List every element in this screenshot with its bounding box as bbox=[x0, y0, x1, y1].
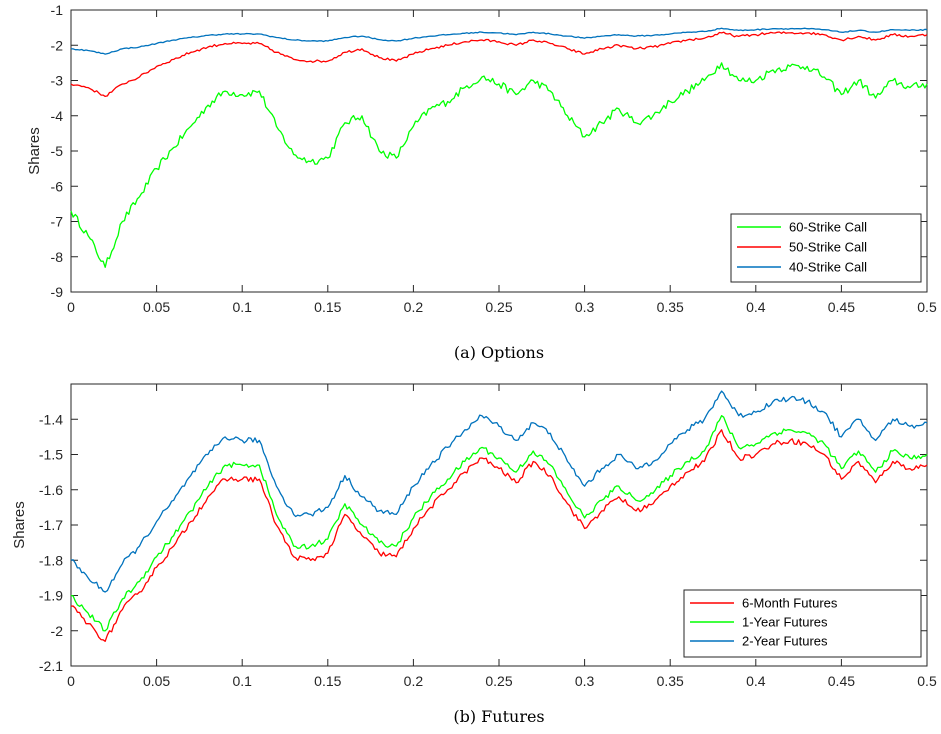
futures-x-tick-label: 0.1 bbox=[232, 673, 252, 689]
futures-x-tick-label: 0.25 bbox=[485, 673, 512, 689]
options-legend: 60-Strike Call 50-Strike Call 40-Strike Ca… bbox=[730, 213, 922, 283]
futures-x-tick-label: 0.2 bbox=[404, 673, 424, 689]
futures-x-tick-label: 0.4 bbox=[746, 673, 766, 689]
futures-series-lines bbox=[70, 390, 928, 642]
options-series-line-1 bbox=[70, 31, 928, 98]
options-y-tick-label: -1 bbox=[51, 2, 64, 18]
options-y-tick-label: -2 bbox=[51, 37, 64, 53]
options-y-tick-label: -8 bbox=[51, 249, 64, 265]
options-y-axis-label: Shares bbox=[26, 127, 43, 175]
options-ticks: 0 0.05 0.1 0.15 0.2 0.25 0.3 0.35 0.4 0.45 0.5 -1 -2… bbox=[51, 2, 937, 315]
futures-x-tick-label: 0.45 bbox=[828, 673, 855, 689]
futures-panel: 0 0.05 0.1 0.15 0.2 0.25 0.3 0.35 0.4 0.45 0.5 -1.4… bbox=[11, 383, 937, 726]
futures-y-tick-label: -2.1 bbox=[39, 658, 63, 674]
options-series-line-0 bbox=[70, 62, 928, 268]
options-legend-label-0: 60-Strike Call bbox=[789, 220, 867, 235]
options-caption: (a) Options bbox=[454, 343, 544, 362]
futures-x-tick-label: 0.3 bbox=[575, 673, 595, 689]
futures-legend-label-1: 1-Year Futures bbox=[742, 615, 828, 630]
options-x-tick-label: 0.2 bbox=[404, 299, 424, 315]
futures-legend-box bbox=[683, 589, 922, 658]
futures-series-line-0 bbox=[70, 429, 928, 642]
futures-y-tick-label: -1.8 bbox=[39, 552, 63, 568]
options-series-lines bbox=[70, 27, 928, 268]
options-y-tick-label: -3 bbox=[51, 73, 64, 89]
options-x-tick-label: 0.3 bbox=[575, 299, 595, 315]
futures-y-axis-label: Shares bbox=[11, 501, 28, 549]
futures-y-tick-label: -1.6 bbox=[39, 482, 63, 498]
futures-y-tick-label: -1.5 bbox=[39, 447, 63, 463]
options-x-tick-label: 0 bbox=[67, 299, 75, 315]
futures-series-line-2 bbox=[70, 390, 928, 593]
options-panel: 0 0.05 0.1 0.15 0.2 0.25 0.3 0.35 0.4 0.45 0.5 -1 -2… bbox=[26, 2, 937, 362]
futures-x-tick-label: 0.05 bbox=[143, 673, 170, 689]
options-x-tick-label: 0.35 bbox=[657, 299, 684, 315]
futures-x-tick-label: 0.35 bbox=[657, 673, 684, 689]
options-y-tick-label: -4 bbox=[51, 108, 64, 124]
options-legend-label-2: 40-Strike Call bbox=[789, 260, 867, 275]
futures-y-tick-label: -2 bbox=[51, 623, 64, 639]
options-legend-label-1: 50-Strike Call bbox=[789, 240, 867, 255]
futures-y-tick-label: -1.7 bbox=[39, 517, 63, 533]
futures-x-tick-label: 0.5 bbox=[917, 673, 937, 689]
options-y-tick-label: -9 bbox=[51, 284, 64, 300]
options-x-tick-label: 0.45 bbox=[828, 299, 855, 315]
options-y-tick-label: -6 bbox=[51, 178, 64, 194]
futures-x-tick-label: 0 bbox=[67, 673, 75, 689]
options-x-tick-label: 0.5 bbox=[917, 299, 937, 315]
options-x-tick-label: 0.25 bbox=[485, 299, 512, 315]
options-x-tick-label: 0.4 bbox=[746, 299, 766, 315]
options-x-tick-label: 0.1 bbox=[232, 299, 252, 315]
futures-legend: 6-Month Futures 1-Year Futures 2-Year Futu… bbox=[683, 589, 922, 658]
futures-y-tick-label: -1.9 bbox=[39, 588, 63, 604]
options-series-line-2 bbox=[70, 27, 928, 55]
options-x-tick-label: 0.05 bbox=[143, 299, 170, 315]
options-x-tick-label: 0.15 bbox=[314, 299, 341, 315]
futures-series-line-1 bbox=[70, 415, 928, 632]
futures-legend-label-2: 2-Year Futures bbox=[742, 634, 828, 649]
futures-x-tick-label: 0.15 bbox=[314, 673, 341, 689]
options-y-tick-label: -7 bbox=[51, 214, 64, 230]
options-legend-box bbox=[730, 213, 922, 283]
futures-y-tick-label: -1.4 bbox=[39, 411, 63, 427]
futures-caption: (b) Futures bbox=[453, 707, 544, 726]
futures-legend-label-0: 6-Month Futures bbox=[742, 596, 838, 611]
options-y-tick-label: -5 bbox=[51, 143, 64, 159]
